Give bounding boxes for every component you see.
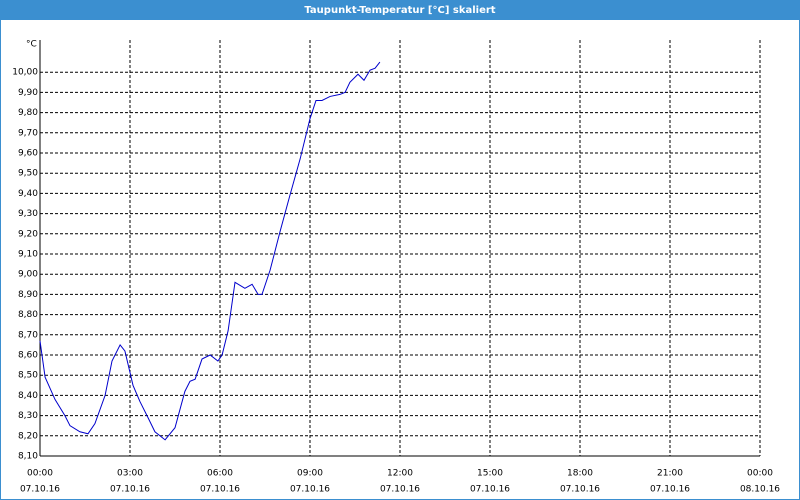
chart-title: Taupunkt-Temperatur [°C] skaliert	[304, 5, 495, 16]
y-tick-label: 8,80	[18, 310, 38, 320]
x-tick-date: 07.10.16	[200, 485, 240, 495]
y-tick-label: 8,50	[18, 371, 38, 381]
title-bar	[0, 0, 800, 20]
x-tick-date: 07.10.16	[290, 485, 330, 495]
x-tick-date: 08.10.16	[740, 485, 780, 495]
y-tick-label: 8,60	[18, 351, 38, 361]
y-tick-label: 8,90	[18, 290, 38, 300]
y-tick-label: 8,70	[18, 330, 38, 340]
x-tick-date: 07.10.16	[560, 485, 600, 495]
y-tick-label: 9,00	[18, 270, 38, 280]
x-tick-date: 07.10.16	[380, 485, 420, 495]
x-tick-label: 06:00	[207, 469, 233, 479]
y-unit: °C	[26, 40, 37, 50]
y-tick-label: 8,10	[18, 452, 38, 462]
x-tick-label: 21:00	[657, 469, 683, 479]
y-tick-label: 8,20	[18, 431, 38, 441]
x-tick-label: 12:00	[387, 469, 413, 479]
data-line	[39, 61, 381, 441]
y-tick-label: 9,50	[18, 169, 38, 179]
y-tick-label: 9,10	[18, 250, 38, 260]
y-tick-label: 9,30	[18, 209, 38, 219]
y-tick-label: 8,30	[18, 411, 38, 421]
x-tick-label: 15:00	[477, 469, 503, 479]
y-tick-label: 9,60	[18, 149, 38, 159]
y-tick-label: 9,20	[18, 229, 38, 239]
x-tick-label: 00:00	[27, 469, 53, 479]
x-tick-date: 07.10.16	[20, 485, 60, 495]
y-tick-label: 9,70	[18, 128, 38, 138]
x-tick-label: 18:00	[567, 469, 593, 479]
x-tick-label: 03:00	[117, 469, 143, 479]
y-tick-label: 9,80	[18, 108, 38, 118]
y-tick-label: 10,00	[12, 68, 38, 78]
x-tick-label: 00:00	[747, 469, 773, 479]
x-tick-date: 07.10.16	[110, 485, 150, 495]
y-tick-label: 9,90	[18, 88, 38, 98]
y-tick-label: 8,40	[18, 391, 38, 401]
x-tick-date: 07.10.16	[650, 485, 690, 495]
y-tick-label: 9,40	[18, 189, 38, 199]
x-tick-label: 09:00	[297, 469, 323, 479]
x-tick-date: 07.10.16	[470, 485, 510, 495]
